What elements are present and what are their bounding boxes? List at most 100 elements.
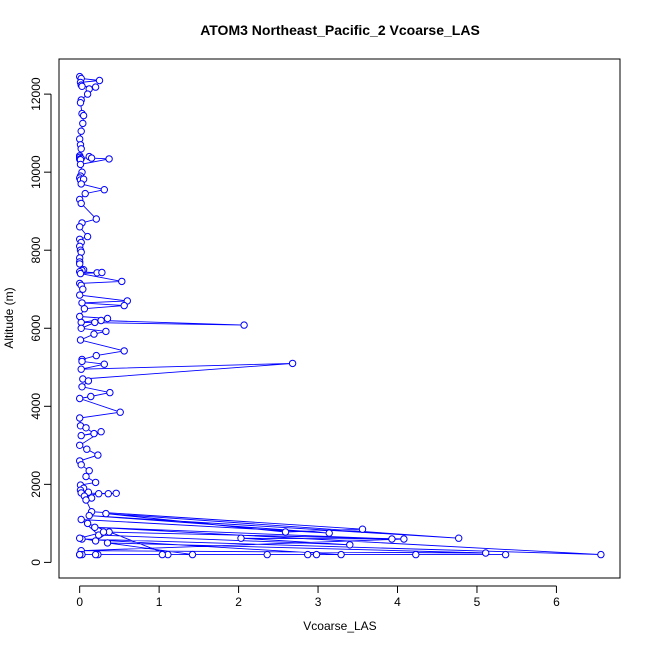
data-point: [112, 489, 120, 497]
data-point: [76, 312, 84, 321]
x-tick-label: 0: [76, 595, 83, 609]
data-point: [79, 111, 88, 120]
data-point: [76, 534, 84, 542]
data-point: [79, 119, 87, 128]
chart-title: ATOM3 Northeast_Pacific_2 Vcoarse_LAS: [200, 22, 480, 38]
data-point: [482, 549, 490, 557]
data-point: [82, 472, 90, 481]
x-axis-label: Vcoarse_LAS: [303, 619, 376, 633]
y-tick-label: 0: [29, 559, 43, 566]
data-point: [281, 528, 290, 536]
x-tick-label: 5: [474, 595, 481, 609]
data-point: [76, 414, 84, 422]
data-point: [90, 330, 98, 338]
data-point: [79, 285, 87, 293]
data-point: [91, 550, 100, 559]
data-point: [77, 461, 85, 469]
y-tick-label: 6000: [29, 315, 43, 342]
data-point: [85, 511, 93, 520]
data-point: [78, 82, 86, 91]
data-point: [77, 365, 85, 373]
data-point: [100, 186, 109, 194]
data-point: [76, 260, 84, 268]
x-tick-label: 4: [394, 595, 401, 609]
data-point: [455, 534, 463, 542]
data-point: [76, 160, 85, 169]
data-point: [158, 550, 167, 559]
data-point: [91, 83, 100, 91]
data-point: [78, 383, 86, 391]
data-point: [77, 324, 85, 332]
data-point: [87, 392, 95, 401]
data-point: [92, 215, 101, 223]
y-tick-label: 12000: [29, 77, 43, 111]
data-point: [188, 550, 197, 559]
data-point: [312, 550, 321, 559]
data-point: [91, 478, 100, 487]
data-point: [77, 180, 85, 188]
series-line: [78, 76, 601, 556]
x-tick-label: 6: [553, 595, 560, 609]
data-point: [76, 336, 85, 344]
data-point: [76, 223, 84, 231]
data-point: [76, 269, 85, 278]
x-tick-label: 3: [315, 595, 322, 609]
data-point: [81, 189, 89, 198]
data-point: [105, 155, 113, 163]
data-point: [99, 528, 108, 536]
data-point: [597, 550, 605, 559]
data-point: [346, 541, 354, 549]
series-layer: [76, 72, 605, 559]
plot-area-frame: [58, 58, 621, 579]
data-point: [400, 535, 408, 543]
data-point: [94, 451, 102, 459]
data-point: [100, 360, 109, 368]
data-point: [90, 429, 98, 438]
data-point: [84, 377, 93, 385]
data-point: [240, 321, 248, 329]
data-point: [76, 291, 84, 299]
data-point: [83, 232, 92, 241]
data-point: [412, 550, 420, 559]
y-axis: 0 2000 4000 6000 8000 10000 12000: [29, 77, 52, 566]
data-point: [78, 357, 86, 366]
data-point: [304, 550, 312, 559]
data-point: [76, 550, 84, 559]
data-point: [77, 199, 85, 208]
data-point: [91, 523, 99, 531]
data-point: [76, 99, 85, 107]
data-point: [120, 347, 128, 355]
data-point: [91, 537, 100, 545]
data-point: [82, 496, 90, 504]
y-tick-label: 8000: [29, 237, 43, 264]
y-tick-label: 10000: [29, 155, 43, 189]
data-point: [106, 388, 114, 397]
data-point: [80, 305, 89, 313]
data-point: [237, 534, 245, 542]
x-tick-label: 1: [156, 595, 163, 609]
data-point: [97, 316, 105, 325]
data-point: [337, 550, 345, 559]
data-point: [103, 539, 112, 547]
data-point: [83, 445, 91, 453]
data-point: [77, 145, 85, 153]
data-point: [120, 301, 128, 310]
data-point: [85, 467, 93, 475]
data-point: [288, 359, 297, 368]
data-point: [358, 525, 367, 533]
data-point: [97, 428, 105, 436]
data-point: [95, 490, 103, 498]
x-tick-label: 2: [235, 595, 242, 609]
data-point: [102, 327, 110, 336]
data-point: [77, 127, 85, 135]
data-point: [103, 314, 112, 323]
data-point: [83, 90, 92, 98]
data-point: [92, 351, 101, 360]
data-point: [102, 509, 110, 518]
data-point: [76, 441, 84, 449]
data-point: [82, 424, 90, 432]
y-axis-label: Altitude (m): [2, 287, 16, 348]
data-point: [95, 76, 104, 85]
data-point: [98, 268, 106, 277]
